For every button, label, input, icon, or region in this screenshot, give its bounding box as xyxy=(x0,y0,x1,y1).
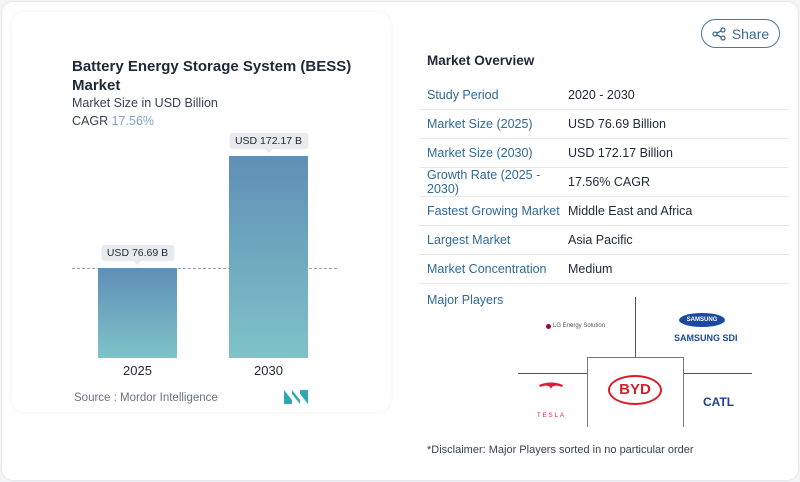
overview-row: Market Concentration Medium xyxy=(419,255,789,284)
row-key: Market Size (2030) xyxy=(427,146,533,160)
cagr-label: CAGR xyxy=(72,114,109,128)
samsung-oval: SAMSUNG xyxy=(679,313,725,327)
cagr-value: 17.56% xyxy=(111,114,155,128)
chart-subtitle: Market Size in USD Billion xyxy=(72,96,218,110)
logo-lg: LG Energy Solution xyxy=(546,323,605,329)
row-value: USD 172.17 Billion xyxy=(568,146,673,160)
overview-title: Market Overview xyxy=(427,53,535,68)
overview-row: Fastest Growing Market Middle East and Af… xyxy=(419,197,789,226)
row-value: Middle East and Africa xyxy=(568,204,693,218)
chart-card xyxy=(12,12,390,412)
grid-line xyxy=(635,297,636,357)
row-key: Growth Rate (2025 - 2030) xyxy=(427,168,541,196)
logo-tesla: TESLA xyxy=(537,413,567,419)
share-label: Share xyxy=(731,25,770,42)
row-key: Market Concentration xyxy=(427,262,547,276)
row-value: USD 76.69 Billion xyxy=(568,117,666,131)
overview-row: Market Size (2025) USD 76.69 Billion xyxy=(419,110,789,139)
grid-line xyxy=(683,373,752,374)
overview-row: Growth Rate (2025 - 2030) 17.56% CAGR xyxy=(419,168,789,197)
overview-row: Largest Market Asia Pacific xyxy=(419,226,789,255)
overview-row: Study Period 2020 - 2030 xyxy=(419,81,789,110)
logo-samsung-sdi: SAMSUNG SDI xyxy=(674,333,738,343)
share-button[interactable]: Share xyxy=(701,19,780,48)
row-key: Market Size (2025) xyxy=(427,117,533,131)
logo-catl: CATL xyxy=(703,395,735,409)
row-value: 2020 - 2030 xyxy=(568,88,635,102)
row-key: Study Period xyxy=(427,88,499,102)
overview-row: Market Size (2030) USD 172.17 Billion xyxy=(419,139,789,168)
x-tick-label: 2030 xyxy=(254,363,283,378)
grid-line xyxy=(518,373,587,374)
disclaimer: *Disclaimer: Major Players sorted in no … xyxy=(427,444,694,456)
mordor-logo xyxy=(284,390,308,404)
data-label: USD 76.69 B xyxy=(100,245,175,266)
share-icon xyxy=(712,26,726,41)
bar-2025 xyxy=(98,268,177,358)
data-label: USD 172.17 B xyxy=(228,133,309,153)
logo-byd: BYD xyxy=(608,375,662,405)
bar-2030 xyxy=(229,156,308,358)
row-key: Largest Market xyxy=(427,233,511,247)
source: Source : Mordor Intelligence xyxy=(74,392,218,404)
row-value: Medium xyxy=(568,262,613,276)
reference-line xyxy=(72,268,337,269)
cagr: CAGR 17.56% xyxy=(72,114,154,128)
byd-box xyxy=(587,357,684,427)
row-key: Fastest Growing Market xyxy=(427,204,560,218)
major-players-title: Major Players xyxy=(427,293,504,307)
lg-icon xyxy=(546,323,551,329)
row-value: Asia Pacific xyxy=(568,233,633,247)
x-tick-label: 2025 xyxy=(123,363,152,378)
tesla-icon xyxy=(539,382,563,407)
row-value: 17.56% CAGR xyxy=(568,175,650,189)
chart-title: Battery Energy Storage System (BESS) Mar… xyxy=(72,58,352,94)
